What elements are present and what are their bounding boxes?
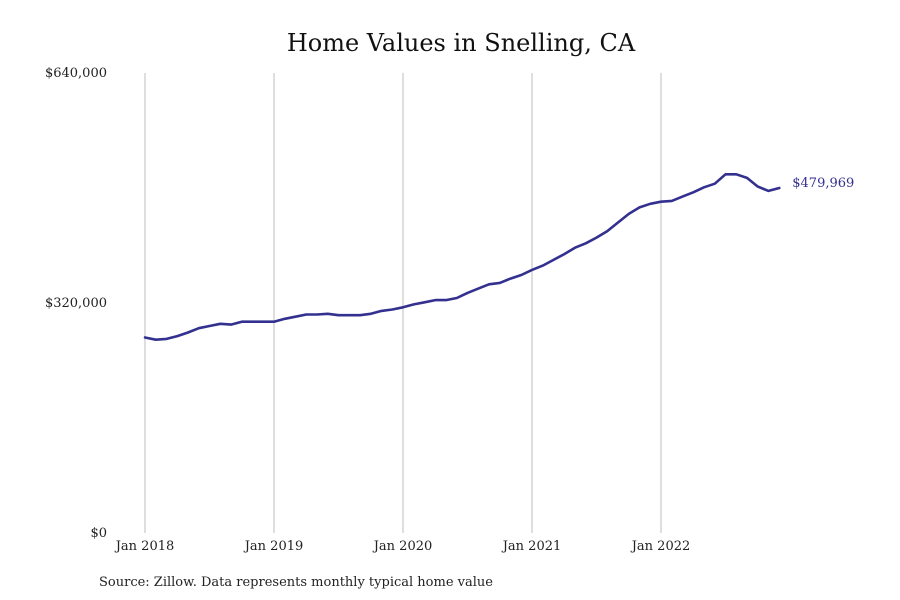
y-axis-tick-labels: $0 $320,000 $640,000 — [45, 66, 107, 541]
x-tick-label: Jan 2019 — [243, 539, 304, 554]
x-tick-label: Jan 2020 — [372, 539, 433, 554]
gridlines — [144, 73, 662, 533]
chart-title: Home Values in Snelling, CA — [287, 29, 636, 57]
x-tick-label: Jan 2021 — [501, 539, 562, 554]
end-value-label: $479,969 — [792, 176, 854, 191]
y-tick-label: $640,000 — [45, 66, 107, 81]
series-line — [143, 173, 781, 342]
series-layer — [143, 173, 781, 342]
y-tick-label: $0 — [90, 526, 107, 541]
y-tick-label: $320,000 — [45, 296, 107, 311]
x-axis-tick-labels: Jan 2018 Jan 2019 Jan 2020 Jan 2021 Jan 2022 — [114, 539, 691, 554]
source-note: Source: Zillow. Data represents monthly … — [99, 575, 493, 590]
x-tick-label: Jan 2018 — [114, 539, 175, 554]
x-tick-label: Jan 2022 — [630, 539, 691, 554]
